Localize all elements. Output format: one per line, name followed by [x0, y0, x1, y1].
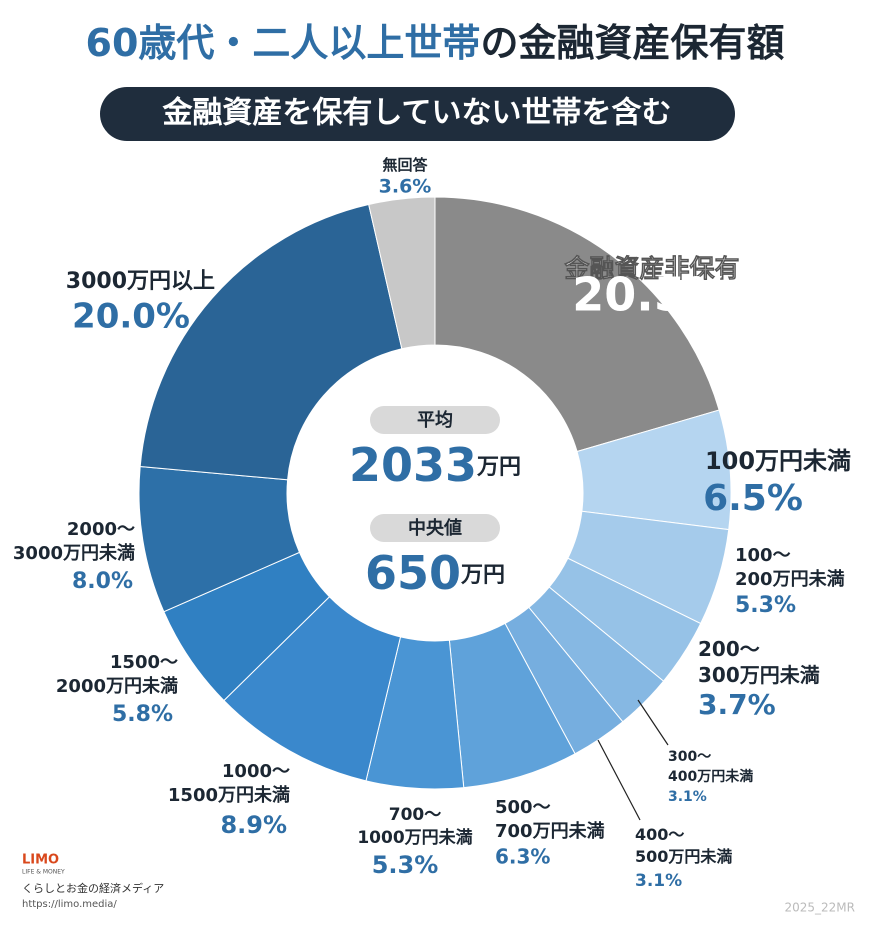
slice-label: 3000万円以上	[66, 269, 215, 294]
slice-label: 400〜 500万円未満	[635, 825, 732, 866]
mean-value: 2033	[349, 438, 477, 492]
value-label: 3.1%	[635, 871, 682, 891]
logo-sub: LIFE & MONEY	[22, 869, 65, 876]
slice-label: 200〜 300万円未満	[698, 637, 820, 687]
value-label: 6.3%	[495, 845, 550, 869]
subtitle: 金融資産を保有していない世帯を含む	[161, 96, 671, 131]
slice-label: 2000〜 3000万円未満	[13, 519, 135, 564]
label-line: 2000〜	[67, 519, 135, 540]
value-label: 5.3%	[735, 593, 796, 618]
label-line: 金融資産非保有	[563, 254, 739, 283]
label-line: 200〜	[698, 637, 760, 661]
value-label: 3.7%	[698, 688, 776, 721]
value-label: 8.9%	[220, 811, 287, 839]
center-pill	[370, 406, 500, 434]
leader-line	[597, 739, 641, 821]
leader-line	[637, 699, 669, 746]
donut	[138, 196, 732, 790]
value-label: 8.0%	[72, 569, 133, 594]
subtitle-pill	[100, 87, 735, 141]
slice-label: 100万円未満	[705, 447, 851, 475]
value-label: 20.0%	[72, 297, 190, 337]
tagline: くらしとお金の経済メディア	[22, 881, 164, 895]
code: 2025_22MR	[785, 901, 856, 915]
label-line: 300〜	[668, 749, 711, 765]
label-line: 3000万円以上	[66, 269, 215, 294]
slice	[139, 203, 403, 481]
slice-label: 無回答	[382, 156, 428, 174]
slice-label: 1500〜 2000万円未満	[56, 652, 178, 697]
slice-label: 100〜 200万円未満	[735, 545, 845, 590]
value-label: 6.5%	[703, 478, 803, 519]
label-line: 200万円未満	[735, 568, 845, 590]
slice-label: 700〜 1000万円未満	[357, 805, 472, 848]
url: https://limo.media/	[22, 899, 117, 910]
value-label: 3.6%	[379, 176, 432, 198]
label-line: 100万円未満	[705, 447, 851, 475]
median-unit: 万円	[460, 563, 505, 588]
label-line: 3000万円未満	[13, 542, 135, 564]
mean-unit: 万円	[476, 455, 521, 480]
value-label: 3.1%	[668, 789, 707, 805]
label-line: 100〜	[735, 545, 791, 566]
label-line: 700万円未満	[495, 820, 605, 842]
label-line: 1500万円未満	[168, 784, 290, 806]
title-part: 60歳代・二人以上世帯	[86, 21, 481, 65]
value-label: 5.3%	[372, 851, 439, 879]
logo: LIMO	[22, 853, 59, 868]
label-line: 700〜	[389, 805, 442, 825]
label-line: 500万円未満	[635, 847, 732, 866]
label-line: 無回答	[382, 156, 428, 174]
mean: 2033万円	[349, 438, 521, 492]
slice-label: 金融資産非保有	[563, 254, 739, 283]
slice	[368, 196, 436, 350]
label-line: 1500〜	[110, 652, 178, 673]
label-line: 400〜	[635, 825, 684, 844]
chart-title: 60歳代・二人以上世帯の金融資産保有額	[86, 21, 785, 65]
slice-label: 1000〜 1500万円未満	[168, 761, 290, 806]
median-value: 650	[365, 546, 461, 600]
label-line: 500〜	[495, 797, 551, 818]
title-part: の金融資産保有額	[480, 21, 784, 65]
value-label: 5.8%	[112, 702, 173, 727]
label-line: 1000万円未満	[357, 827, 472, 848]
label-line: 2000万円未満	[56, 675, 178, 697]
slice-label: 500〜 700万円未満	[495, 797, 605, 842]
median-label: 中央値	[408, 517, 462, 539]
slice-label: 300〜 400万円未満	[668, 749, 753, 785]
label-line: 400万円未満	[668, 768, 753, 785]
label-line: 1000〜	[222, 761, 290, 782]
value-label: 20.5%	[572, 268, 732, 322]
mean-label: 平均	[417, 409, 453, 431]
center-pill	[370, 514, 500, 542]
median: 650万円	[365, 546, 505, 600]
slice	[434, 196, 720, 453]
label-line: 300万円未満	[698, 663, 820, 687]
